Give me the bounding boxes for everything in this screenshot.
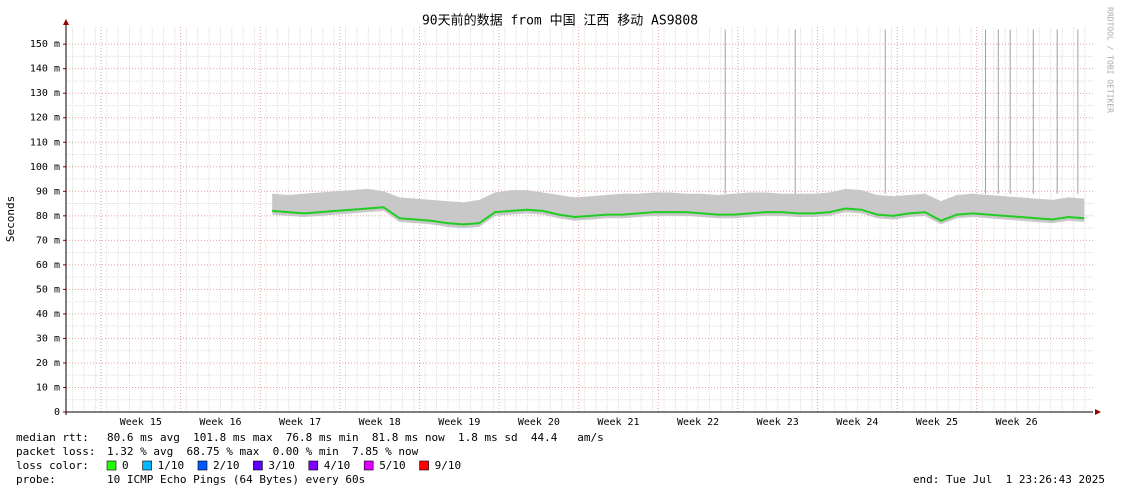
loss-swatch: [308, 460, 319, 471]
y-tick-label: 30 m: [36, 333, 60, 344]
x-tick-label: Week 23: [757, 417, 799, 428]
summary-text: 10 ICMP Echo Pings (64 Bytes) every 60s: [107, 473, 365, 486]
y-tick-label: 110 m: [30, 137, 60, 148]
y-tick-label: 40 m: [36, 309, 60, 320]
y-tick-label: 0: [54, 407, 60, 418]
end-time: end: Tue Jul 1 23:26:43 2025: [913, 473, 1105, 486]
summary-label: packet loss:: [16, 445, 95, 458]
y-tick-label: 120 m: [30, 113, 60, 124]
y-tick-label: 20 m: [36, 358, 60, 369]
y-tick-label: 90 m: [36, 186, 60, 197]
loss-swatch: [419, 460, 429, 471]
x-tick-label: Week 15: [120, 417, 162, 428]
x-tick-label: Week 19: [438, 417, 480, 428]
x-tick-label: Week 20: [518, 417, 560, 428]
x-tick-label: Week 26: [995, 417, 1037, 428]
loss-swatch: [363, 460, 374, 471]
loss-label: 3/10: [268, 459, 295, 472]
loss-label: 4/10: [324, 459, 351, 472]
x-tick-label: Week 17: [279, 417, 321, 428]
summary-label: probe:: [16, 473, 56, 486]
y-tick-label: 130 m: [30, 88, 60, 99]
y-tick-label: 10 m: [36, 382, 60, 393]
smoke-area: [272, 188, 1085, 229]
y-axis-label: Seconds: [4, 196, 17, 242]
loss-swatch: [253, 460, 263, 471]
loss-swatch: [106, 460, 117, 471]
watermark: RRDTOOL / TOBI OETIKER: [1106, 7, 1115, 113]
loss-label: 2/10: [213, 459, 240, 472]
axis-arrow: [1095, 409, 1101, 415]
x-tick-label: Week 21: [597, 417, 639, 428]
x-tick-label: Week 16: [199, 417, 241, 428]
loss-swatch: [197, 460, 208, 471]
summary-label: loss color:: [16, 459, 89, 472]
summary-label: median rtt:: [16, 431, 89, 444]
y-tick-label: 150 m: [30, 39, 60, 50]
y-tick-label: 140 m: [30, 64, 60, 75]
summary-text: 80.6 ms avg 101.8 ms max 76.8 ms min 81.…: [107, 431, 604, 444]
loss-label: 1/10: [158, 459, 185, 472]
summary-text: 1.32 % avg 68.75 % max 0.00 % min 7.85 %…: [107, 445, 419, 458]
x-tick-label: Week 22: [677, 417, 719, 428]
y-tick-label: 60 m: [36, 260, 60, 271]
x-tick-label: Week 18: [359, 417, 401, 428]
loss-label: 9/10: [435, 459, 462, 472]
y-tick-label: 80 m: [36, 211, 60, 222]
loss-label: 5/10: [379, 459, 406, 472]
loss-swatch: [142, 460, 152, 471]
x-tick-label: Week 24: [836, 417, 878, 428]
x-tick-label: Week 25: [916, 417, 958, 428]
y-tick-label: 100 m: [30, 162, 60, 173]
y-tick-label: 50 m: [36, 284, 60, 295]
axis-arrow: [63, 19, 69, 25]
y-tick-label: 70 m: [36, 235, 60, 246]
loss-label: 0: [122, 459, 129, 472]
chart-title: 90天前的数据 from 中国 江西 移动 AS9808: [422, 13, 698, 29]
median-line: [272, 206, 1085, 226]
